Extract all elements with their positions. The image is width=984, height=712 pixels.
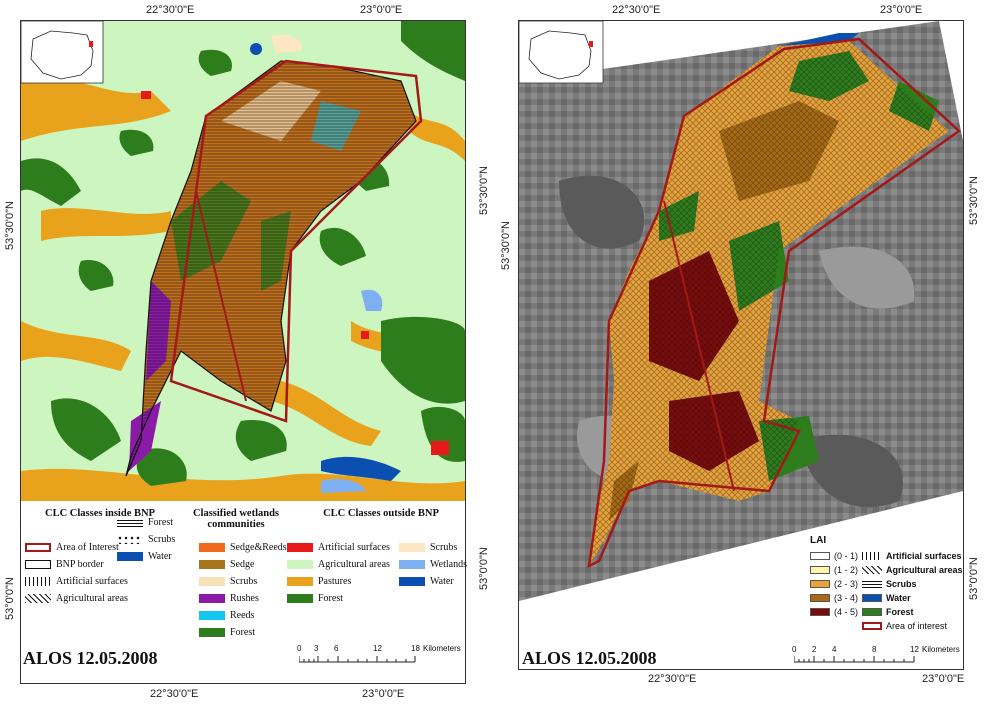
right-lai-map bbox=[519, 21, 963, 669]
legend-scrubs-in: Scrubs bbox=[117, 534, 175, 545]
lai-artificial-surfaces: Artificial surfaces bbox=[862, 551, 962, 561]
legend-forest-in: Forest bbox=[117, 517, 173, 528]
left-right-coord-1: 53°30'0"N bbox=[478, 166, 490, 215]
left-map-panel: 22°30'0"E 23°0'0"E 22°30'0"E 23°0'0"E 53… bbox=[4, 4, 490, 700]
left-bottom-coord-2: 23°0'0"E bbox=[362, 688, 405, 700]
lai-class-1-2: (1 - 2) bbox=[810, 565, 858, 575]
scale-tick-label: 2 bbox=[812, 645, 817, 654]
right-scale-bar: 0 2 4 8 12 Kilometers bbox=[792, 643, 962, 667]
legend-agricultural-areas-in: Agricultural areas bbox=[25, 593, 128, 604]
scale-unit: Kilometers bbox=[922, 645, 960, 654]
scale-unit: Kilometers bbox=[423, 644, 461, 653]
lai-class-0-1: (0 - 1) bbox=[810, 551, 858, 561]
legend-sedge-reeds: Sedge&Reeds bbox=[199, 542, 287, 553]
legend-water-in: Water bbox=[117, 551, 172, 562]
legend-artificial-surfaces-out: Artificial surfaces bbox=[287, 542, 390, 553]
scale-tick-label: 12 bbox=[910, 645, 919, 654]
right-right-coord-2: 53°0'0"N bbox=[968, 557, 980, 600]
lai-class-3-4: (3 - 4) bbox=[810, 593, 858, 603]
legend-col1-title: CLC Classes inside BNP bbox=[45, 508, 155, 519]
lai-class-2-3: (2 - 3) bbox=[810, 579, 858, 589]
legend-area-of-interest: Area of Interest bbox=[25, 542, 119, 553]
legend-scrubs-wetland: Scrubs bbox=[199, 576, 257, 587]
legend-col2-title: Classified wetlands communities bbox=[192, 508, 280, 530]
scale-tick-label: 4 bbox=[832, 645, 837, 654]
lai-scrubs: Scrubs bbox=[862, 579, 917, 589]
left-left-coord-1: 53°30'0"N bbox=[4, 201, 16, 250]
right-map-frame bbox=[518, 20, 964, 670]
legend-reeds: Reeds bbox=[199, 610, 254, 621]
left-left-coord-2: 53°0'0"N bbox=[4, 577, 16, 620]
lai-agricultural-areas: Agricultural areas bbox=[862, 565, 963, 575]
legend-forest-wetland: Forest bbox=[199, 627, 255, 638]
scale-tick-label: 0 bbox=[297, 644, 302, 653]
left-top-coord-1: 22°30'0"E bbox=[146, 4, 195, 16]
right-left-coord-1: 53°30'0"N bbox=[500, 221, 512, 270]
left-right-coord-2: 53°0'0"N bbox=[478, 547, 490, 590]
right-area-of-interest bbox=[587, 37, 961, 569]
right-map-panel: 22°30'0"E 23°0'0"E 22°30'0"E 23°0'0"E 53… bbox=[492, 0, 984, 712]
left-area-of-interest bbox=[169, 59, 423, 423]
right-legend: LAI (0 - 1) (1 - 2) (2 - 3) (3 - 4) (4 -… bbox=[806, 535, 963, 635]
left-caption: ALOS 12.05.2008 bbox=[23, 648, 158, 668]
left-land-cover-map bbox=[21, 21, 465, 501]
lai-class-4-5: (4 - 5) bbox=[810, 607, 858, 617]
scale-tick-label: 12 bbox=[373, 644, 382, 653]
left-bottom-coord-1: 22°30'0"E bbox=[150, 688, 199, 700]
lai-legend-title: LAI bbox=[810, 535, 827, 546]
left-top-coord-2: 23°0'0"E bbox=[360, 4, 403, 16]
left-map-frame bbox=[20, 20, 466, 684]
right-bottom-coord-2: 23°0'0"E bbox=[922, 673, 965, 685]
legend-artificial-surfaces-in: Artificial surfaces bbox=[25, 576, 128, 587]
legend-sedge: Sedge bbox=[199, 559, 254, 570]
legend-bnp-border: BNP border bbox=[25, 559, 104, 570]
legend-col3-title: CLC Classes outside BNP bbox=[323, 508, 439, 519]
legend-forest-out: Forest bbox=[287, 593, 343, 604]
legend-rushes: Rushes bbox=[199, 593, 259, 604]
lai-water: Water bbox=[862, 593, 911, 603]
lai-area-of-interest: Area of interest bbox=[862, 621, 947, 631]
scale-tick-label: 8 bbox=[872, 645, 877, 654]
left-scale-bar: 0 3 6 12 18 Kilometers bbox=[297, 642, 465, 670]
legend-scrubs-out: Scrubs bbox=[399, 542, 457, 553]
legend-wetlands-out: Wetlands bbox=[399, 559, 467, 570]
legend-pastures: Pastures bbox=[287, 576, 351, 587]
right-top-coord-2: 23°0'0"E bbox=[880, 4, 923, 16]
right-bottom-coord-1: 22°30'0"E bbox=[648, 673, 697, 685]
scale-tick-label: 3 bbox=[314, 644, 319, 653]
scale-tick-label: 6 bbox=[334, 644, 339, 653]
scale-tick-label: 18 bbox=[411, 644, 420, 653]
left-legend: CLC Classes inside BNP Classified wetlan… bbox=[21, 502, 467, 683]
right-caption: ALOS 12.05.2008 bbox=[522, 648, 657, 668]
lai-forest: Forest bbox=[862, 607, 914, 617]
right-top-coord-1: 22°30'0"E bbox=[612, 4, 661, 16]
right-right-coord-1: 53°30'0"N bbox=[968, 176, 980, 225]
legend-water-out: Water bbox=[399, 576, 454, 587]
legend-agricultural-areas-out: Agricultural areas bbox=[287, 559, 390, 570]
scale-tick-label: 0 bbox=[792, 645, 797, 654]
